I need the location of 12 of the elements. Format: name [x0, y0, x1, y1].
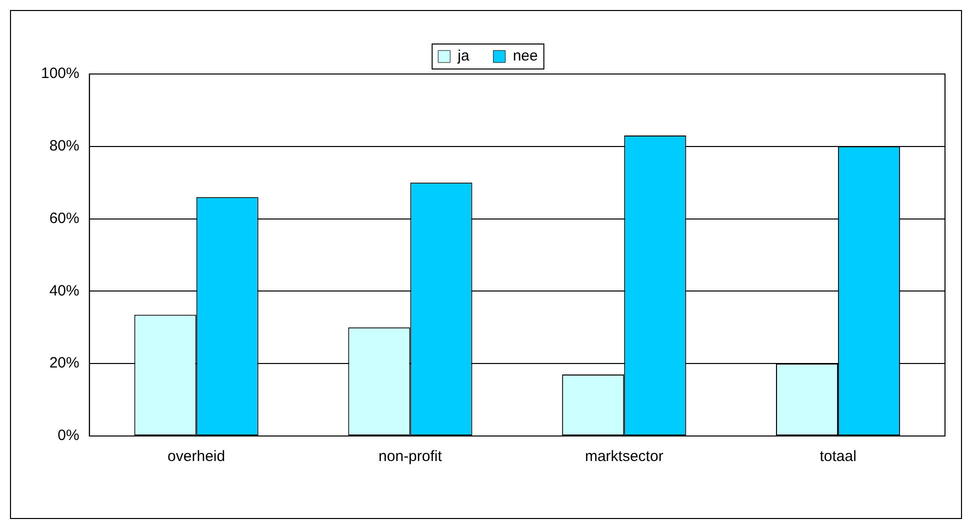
legend-label: nee [512, 48, 538, 65]
y-tick-label: 80% [49, 138, 80, 155]
y-tick-label: 40% [49, 282, 80, 300]
x-tick-label: overheid [168, 448, 226, 466]
y-tick-label: 20% [49, 354, 80, 372]
x-tick-label: totaal [820, 448, 856, 466]
y-tick-label: 100% [40, 65, 80, 82]
x-tick-label: non-profit [378, 448, 443, 466]
y-tick-label: 0% [58, 427, 80, 444]
y-tick-label: 60% [49, 210, 80, 227]
legend-label: ja [456, 48, 470, 65]
x-tick-label: marktsector [584, 448, 664, 466]
